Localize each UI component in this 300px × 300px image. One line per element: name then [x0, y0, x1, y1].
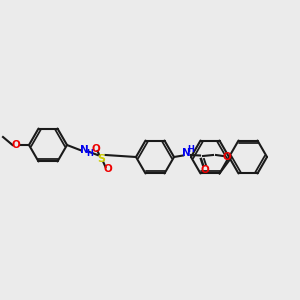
Text: O: O: [12, 140, 20, 150]
Text: N: N: [80, 145, 88, 155]
Text: O: O: [200, 165, 209, 175]
Text: O: O: [103, 164, 112, 174]
Text: O: O: [91, 144, 100, 154]
Text: S: S: [98, 154, 106, 164]
Text: N: N: [182, 148, 190, 158]
Text: H: H: [86, 149, 93, 158]
Text: O: O: [223, 152, 231, 162]
Text: H: H: [188, 146, 194, 154]
